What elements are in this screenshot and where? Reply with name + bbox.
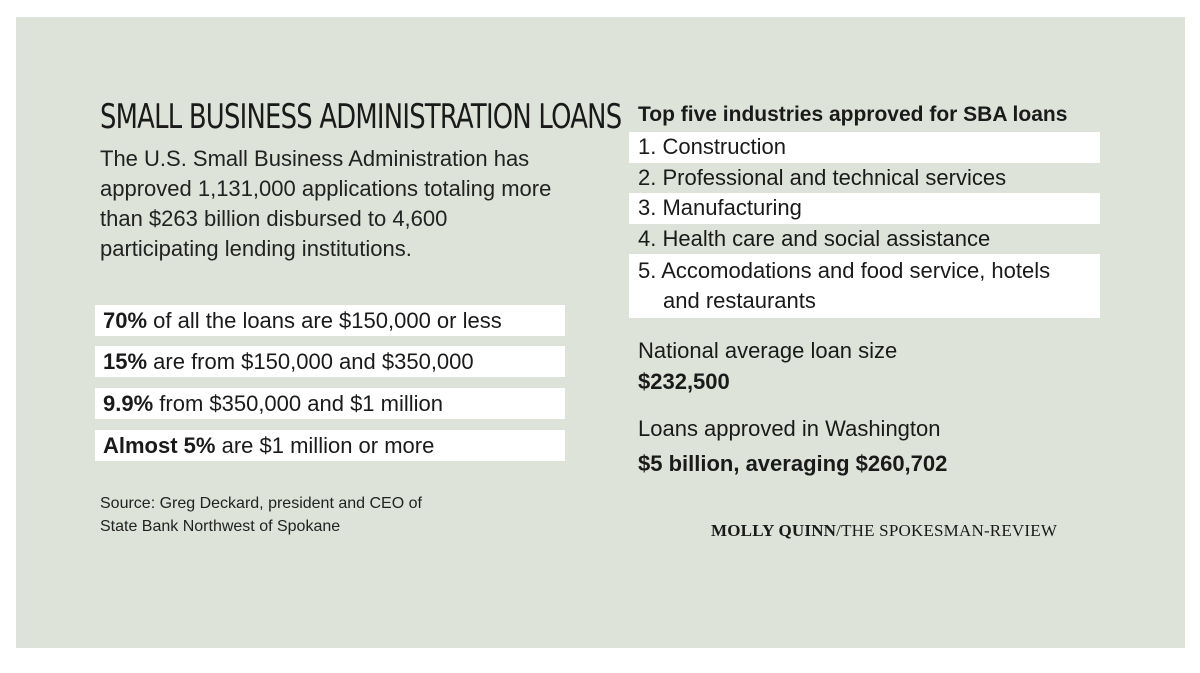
industry-label: 4. Health care and social assistance bbox=[638, 226, 991, 251]
washington-loans-value: $5 billion, averaging $260,702 bbox=[638, 451, 948, 476]
stat-text: are $1 million or more bbox=[215, 433, 435, 458]
industry-label-continued: and restaurants bbox=[663, 288, 816, 313]
avg-loan-label: National average loan size bbox=[638, 338, 898, 363]
industry-label: 3. Manufacturing bbox=[638, 195, 802, 220]
stat-text: of all the loans are $150,000 or less bbox=[147, 308, 502, 333]
industry-item: 2. Professional and technical services bbox=[629, 163, 1100, 194]
source-line: State Bank Northwest of Spokane bbox=[100, 518, 341, 535]
stat-row: 70% of all the loans are $150,000 or les… bbox=[95, 305, 565, 336]
industry-item: 5. Accomodations and food service, hotel… bbox=[629, 254, 1100, 318]
stat-bold: 9.9% bbox=[103, 391, 154, 416]
source-line: Source: Greg Deckard, president and CEO … bbox=[100, 495, 422, 512]
industry-item: 4. Health care and social assistance bbox=[629, 224, 1100, 255]
washington-loans-label: Loans approved in Washington bbox=[638, 416, 941, 441]
infographic-title: SMALL BUSINESS ADMINISTRATION LOANS bbox=[100, 97, 622, 137]
stat-row: 15% are from $150,000 and $350,000 bbox=[95, 346, 565, 377]
source-note: Source: Greg Deckard, president and CEO … bbox=[100, 492, 520, 538]
intro-paragraph: The U.S. Small Business Administration h… bbox=[100, 146, 552, 261]
avg-loan-value: $232,500 bbox=[638, 369, 730, 394]
industry-item: 3. Manufacturing bbox=[629, 193, 1100, 224]
stat-bold: 15% bbox=[103, 349, 148, 374]
industries-heading: Top five industries approved for SBA loa… bbox=[638, 103, 1068, 126]
industry-label: 2. Professional and technical services bbox=[638, 165, 1007, 190]
credit-name: MOLLY QUINN bbox=[711, 521, 837, 540]
stat-text: are from $150,000 and $350,000 bbox=[147, 349, 474, 374]
industry-label: 1. Construction bbox=[638, 134, 786, 159]
credit-org: /THE SPOKESMAN-REVIEW bbox=[836, 521, 1058, 540]
photo-credit: MOLLY QUINN/THE SPOKESMAN-REVIEW bbox=[711, 519, 1111, 543]
stat-row: 9.9% from $350,000 and $1 million bbox=[95, 388, 565, 419]
stat-bold: 70% bbox=[103, 308, 148, 333]
industry-item: 1. Construction bbox=[629, 132, 1100, 163]
stat-row: Almost 5% are $1 million or more bbox=[95, 430, 565, 461]
stat-text: from $350,000 and $1 million bbox=[153, 391, 444, 416]
industry-label: 5. Accomodations and food service, hotel… bbox=[638, 258, 1051, 283]
stat-bold: Almost 5% bbox=[103, 433, 216, 458]
